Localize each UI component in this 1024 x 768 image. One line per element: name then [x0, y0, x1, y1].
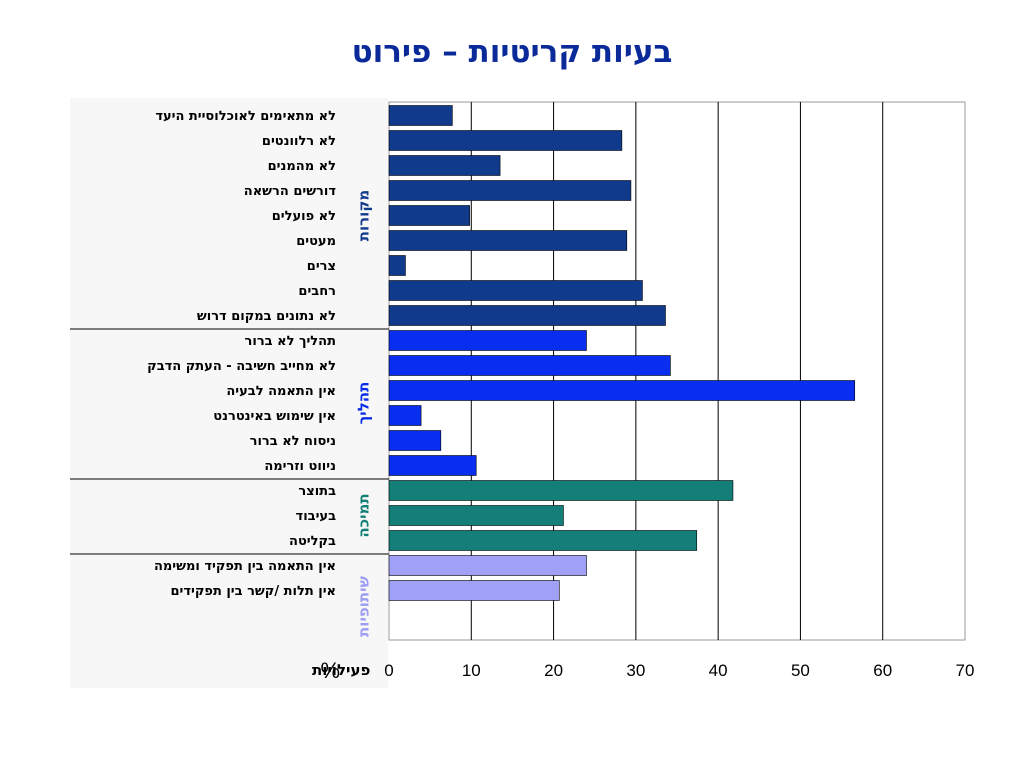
- category-label: בתוצר: [298, 484, 336, 499]
- group-label: תהליך: [355, 382, 373, 425]
- bar: [388, 505, 564, 526]
- bar: [388, 530, 698, 551]
- group-separators: [70, 328, 389, 555]
- category-label: דורשים הרשאה: [244, 184, 337, 199]
- x-tick-label: 70: [956, 661, 975, 680]
- x-tick-label: 40: [709, 661, 728, 680]
- category-label: ניסוח לא ברור: [250, 434, 336, 449]
- bar: [388, 405, 422, 426]
- bar: [388, 130, 623, 151]
- x-axis-label: פעילויות: [312, 661, 370, 679]
- bar: [388, 380, 856, 401]
- category-label: רחבים: [298, 284, 336, 299]
- bar: [388, 480, 734, 501]
- category-label: מעטים: [296, 234, 336, 249]
- category-label: לא רלוונטים: [262, 134, 336, 149]
- x-axis-ticks: 0 10 20 30 40 50 60 70: [384, 661, 974, 680]
- bar: [388, 430, 442, 451]
- category-label: בעיבוד: [296, 509, 337, 524]
- x-axis-unit-symbol: %: [320, 658, 340, 683]
- slide-title: בעיות קריטיות – פירוט: [351, 34, 673, 70]
- bar: [388, 305, 666, 326]
- category-label: בקליטה: [289, 534, 336, 549]
- x-tick-label: 50: [791, 661, 810, 680]
- category-label: לא מהמנים: [268, 159, 336, 174]
- bar: [388, 555, 587, 576]
- bar: [388, 105, 453, 126]
- x-tick-label: 60: [873, 661, 892, 680]
- category-label: תהליך לא ברור: [245, 334, 336, 349]
- label-panel-background: [70, 98, 388, 688]
- bar: [388, 180, 632, 201]
- x-tick-label: 20: [544, 661, 563, 680]
- bar: [388, 230, 628, 251]
- x-tick-label: 30: [626, 661, 645, 680]
- category-labels: לא מתאימים לאוכלוסיית היעד לא רלוונטים לא …: [147, 109, 336, 599]
- bar: [388, 255, 406, 276]
- bar: [388, 455, 477, 476]
- group-label: שיתופיות: [355, 575, 373, 636]
- bar: [388, 580, 560, 601]
- bar: [388, 280, 643, 301]
- category-label: אין התאמה בין תפקיד ומשימה: [154, 559, 336, 574]
- group-label: תמיכה: [355, 493, 373, 537]
- category-label: לא נתונים במקום דרוש: [197, 309, 336, 324]
- category-label: אין התאמה לבעיה: [226, 384, 336, 399]
- bar: [388, 330, 587, 351]
- category-label: צרים: [307, 259, 336, 274]
- group-labels: מקורות תהליך תמיכה שיתופיות: [355, 190, 373, 637]
- bars: [388, 105, 856, 601]
- group-label: מקורות: [355, 190, 373, 241]
- x-tick-label: 0: [384, 661, 393, 680]
- category-label: לא מחייב חשיבה - העתק הדבק: [147, 359, 336, 374]
- x-tick-label: 10: [462, 661, 481, 680]
- category-label: ניווט וזרימה: [264, 459, 336, 474]
- category-label: לא מתאימים לאוכלוסיית היעד: [155, 109, 336, 124]
- bar: [388, 155, 501, 176]
- bar: [388, 205, 470, 226]
- category-label: לא פועלים: [272, 209, 336, 224]
- category-label: אין תלות /קשר בין תפקידים: [170, 584, 336, 599]
- bar: [388, 355, 671, 376]
- category-label: אין שימוש באינטרנט: [213, 409, 336, 424]
